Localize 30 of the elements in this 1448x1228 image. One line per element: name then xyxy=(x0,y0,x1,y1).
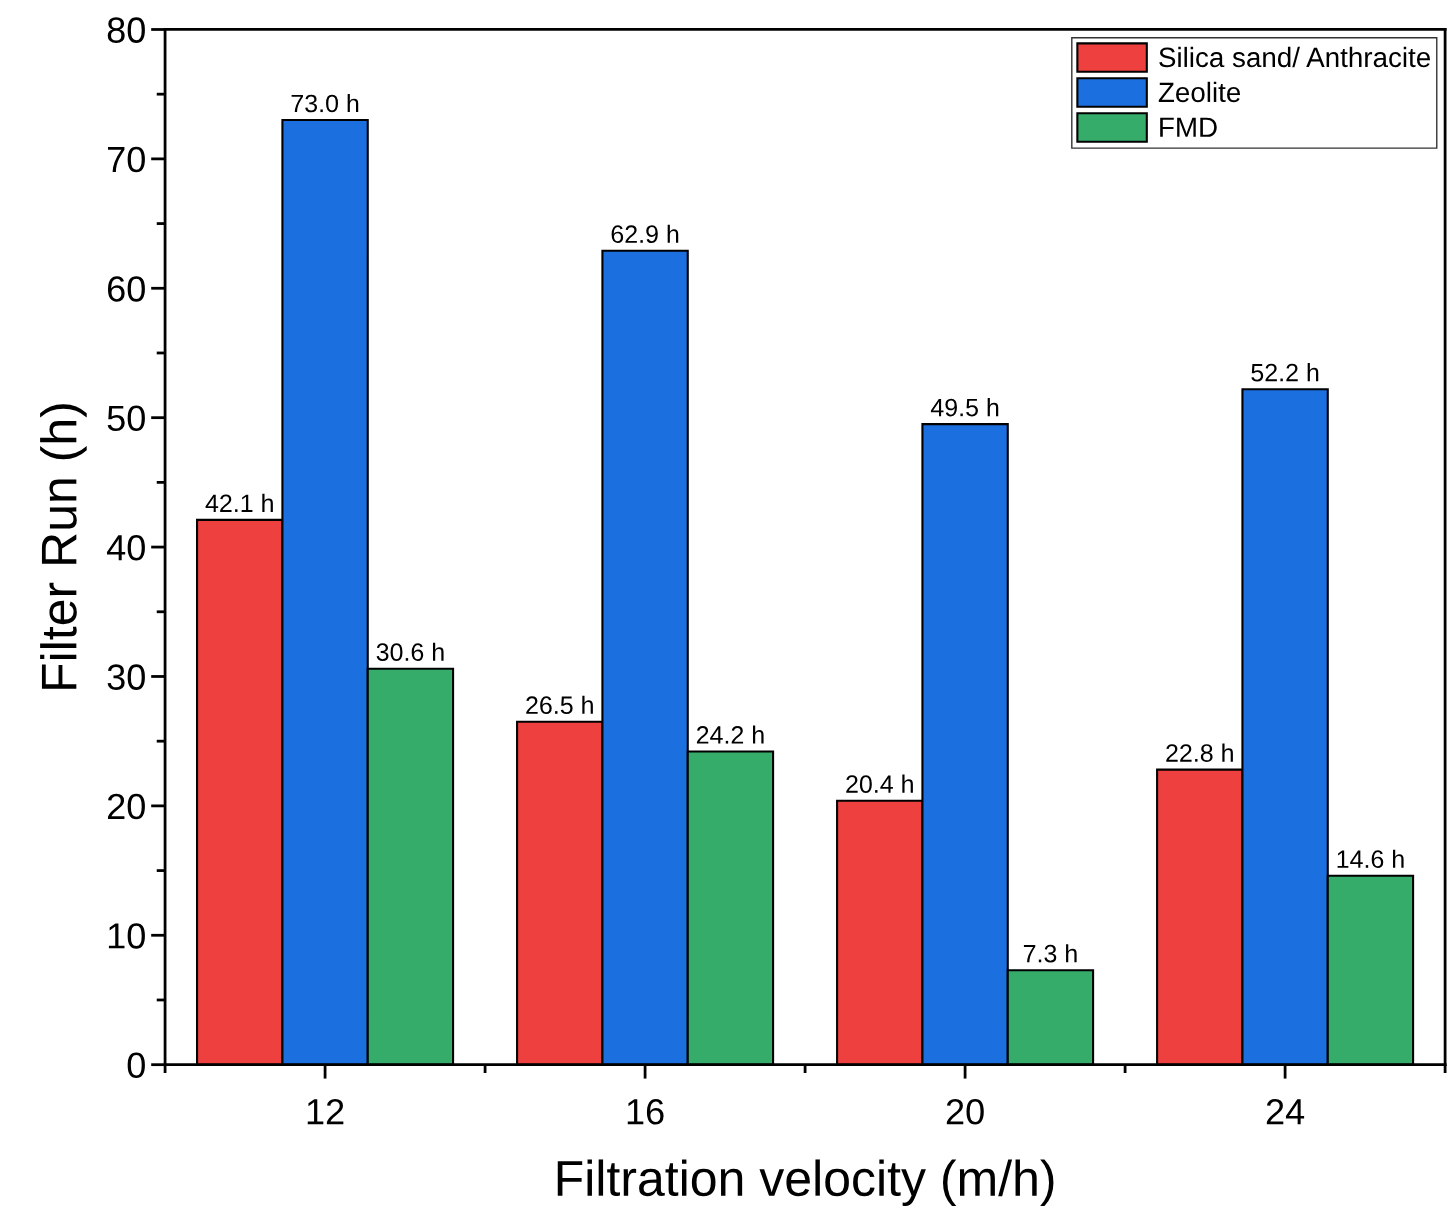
legend-label: Silica sand/ Anthracite xyxy=(1159,46,1430,68)
data-label: 22.8 h xyxy=(1166,743,1233,762)
data-label: 7.3 h xyxy=(1023,944,1077,963)
data-label: 62.9 h xyxy=(611,224,679,244)
data-label: 52.2 h xyxy=(1251,363,1319,382)
y-tick-label: 40 xyxy=(106,534,145,561)
data-label: 30.6 h xyxy=(376,642,444,661)
y-tick-label: 30 xyxy=(107,664,145,690)
data-label: 14.6 h xyxy=(1337,849,1404,869)
data-label: 20.4 h xyxy=(846,774,913,793)
y-axis-title: Filter Run (h) xyxy=(40,404,87,689)
y-tick-label: 0 xyxy=(127,1052,145,1079)
data-label: 73.0 h xyxy=(291,93,359,113)
data-label: 24.2 h xyxy=(696,725,764,744)
y-tick-label: 50 xyxy=(107,405,145,432)
x-axis-title: Filtration velocity (m/h) xyxy=(557,1159,1054,1207)
y-tick-label: 10 xyxy=(108,923,145,949)
y-tick-label: 60 xyxy=(107,276,145,302)
y-tick-label: 70 xyxy=(108,146,145,173)
data-label: 26.5 h xyxy=(526,695,593,715)
x-tick-label: 24 xyxy=(1266,1098,1305,1125)
x-tick-label: 16 xyxy=(627,1098,664,1125)
legend-label: FMD xyxy=(1160,117,1217,137)
y-tick-label: 80 xyxy=(107,17,145,43)
data-label: 49.5 h xyxy=(930,398,999,417)
y-tick-label: 20 xyxy=(107,793,145,820)
x-tick-label: 20 xyxy=(946,1098,984,1125)
data-label: 42.1 h xyxy=(205,493,273,512)
legend-label: Zeolite xyxy=(1158,81,1241,103)
x-tick-label: 12 xyxy=(307,1098,344,1125)
